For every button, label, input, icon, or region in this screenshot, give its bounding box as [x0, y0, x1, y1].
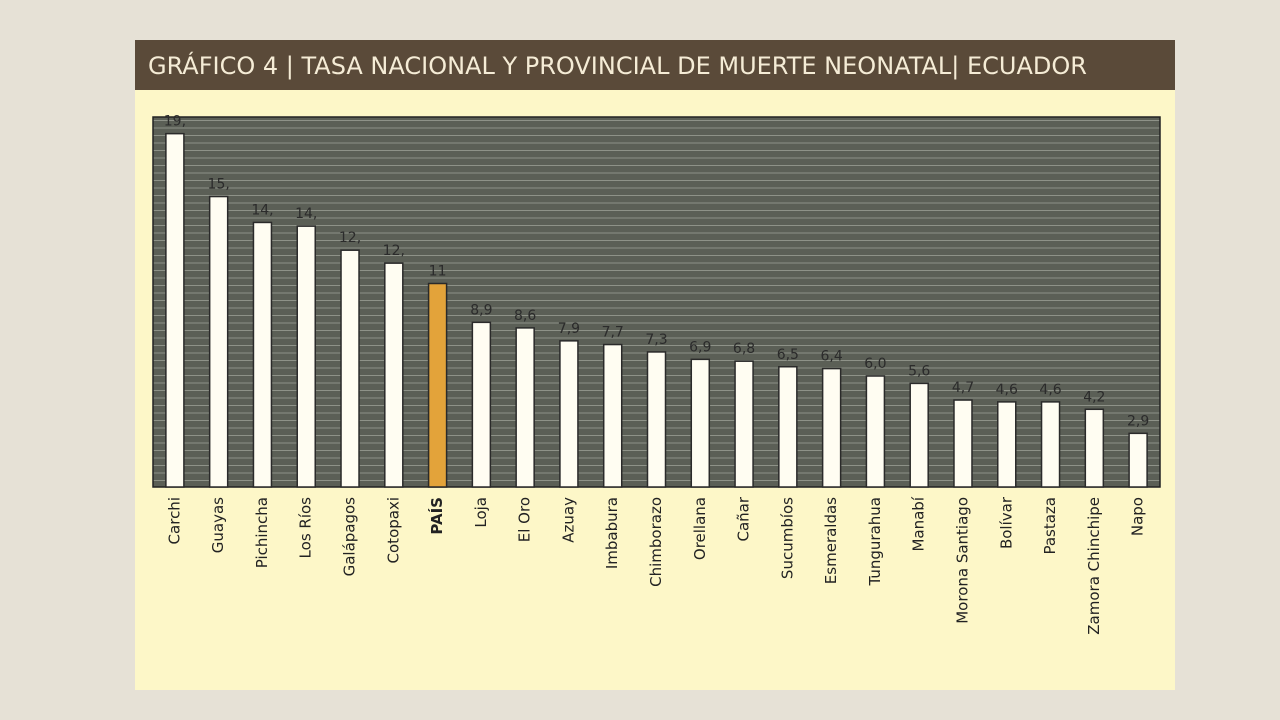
x-tick-label: Cañar [735, 496, 753, 541]
bar [690, 358, 711, 488]
bar [1040, 401, 1061, 488]
bar [821, 367, 842, 488]
x-tick-label: Pichincha [253, 497, 271, 568]
bar [340, 249, 360, 488]
value-label: 6,9 [689, 339, 711, 355]
x-tick-label: Morona Santiago [953, 497, 971, 624]
x-tick-label: Imbabura [603, 497, 621, 569]
x-tick-label: Azuay [559, 497, 577, 543]
x-tick-label: El Oro [516, 497, 534, 542]
value-label: 6,8 [733, 341, 755, 357]
value-label: 7,9 [558, 321, 580, 337]
bar [734, 360, 754, 488]
bar [208, 195, 229, 488]
bar [997, 401, 1017, 488]
value-label: 2,9 [1127, 413, 1149, 429]
x-tick-label: Esmeraldas [822, 497, 840, 584]
x-tick-label: PAÍS [427, 497, 446, 535]
x-tick-label: Carchi [165, 497, 183, 544]
bar [1084, 408, 1105, 488]
value-label: 15, [208, 177, 230, 193]
bar [165, 132, 185, 488]
value-label: 8,6 [514, 308, 536, 324]
value-label: 6,4 [820, 349, 842, 365]
x-tick-label: Chimborazo [647, 497, 665, 587]
bar [515, 327, 535, 488]
x-tick-label: Bolívar [997, 496, 1015, 549]
bar [559, 340, 579, 488]
bar [384, 262, 404, 488]
value-label: 19, [164, 114, 186, 130]
value-label: 6,0 [864, 356, 886, 372]
x-tick-label: Zamora Chinchipe [1085, 497, 1103, 635]
title-bar [135, 40, 1175, 90]
bar [1128, 432, 1148, 488]
bar [646, 351, 667, 488]
value-label: 4,6 [996, 382, 1018, 398]
x-tick-label: Galápagos [341, 497, 359, 577]
x-tick-label: Orellana [691, 497, 709, 560]
value-label: 7,3 [645, 332, 667, 348]
bar [909, 382, 929, 488]
x-tick-label: Sucumbíos [778, 497, 796, 579]
bar [296, 225, 316, 488]
x-tick-label: Los Ríos [297, 497, 315, 559]
bar [953, 399, 973, 488]
value-label: 4,7 [952, 380, 974, 396]
value-label: 4,2 [1083, 389, 1105, 405]
chart-title: GRÁFICO 4 | TASA NACIONAL Y PROVINCIAL D… [148, 51, 1087, 80]
x-tick-label: Tungurahua [866, 497, 884, 587]
value-label: 11 [429, 264, 447, 280]
value-label: 14, [251, 202, 273, 218]
bar [602, 343, 623, 488]
value-label: 8,9 [470, 302, 492, 318]
value-label: 6,5 [777, 347, 799, 363]
x-tick-label: Cotopaxi [384, 497, 402, 563]
bar [778, 366, 798, 488]
x-tick-label: Guayas [209, 497, 227, 553]
x-tick-label: Manabí [910, 496, 928, 551]
value-label: 12, [339, 230, 361, 246]
bar [471, 321, 492, 488]
value-label: 7,7 [602, 325, 624, 341]
x-tick-label: Loja [472, 497, 490, 528]
value-label: 12, [383, 243, 405, 259]
bar [252, 221, 273, 488]
x-tick-label: Napo [1129, 497, 1147, 536]
x-tick-label: Pastaza [1041, 497, 1059, 555]
value-label: 14, [295, 206, 317, 222]
bar [427, 282, 448, 488]
bar [865, 375, 886, 488]
value-label: 5,6 [908, 363, 930, 379]
value-label: 4,6 [1039, 382, 1061, 398]
